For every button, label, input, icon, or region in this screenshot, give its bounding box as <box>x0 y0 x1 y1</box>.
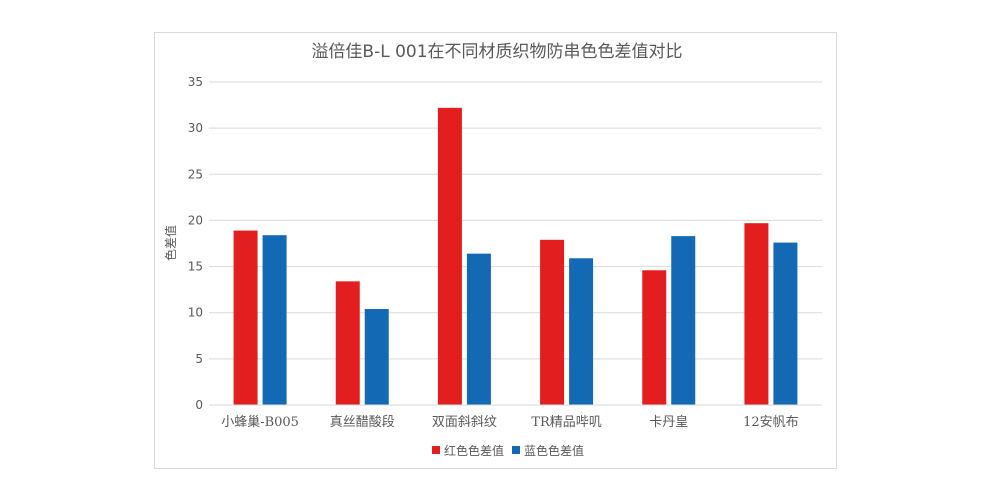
legend-label: 蓝色色差值 <box>524 443 584 458</box>
bar-red-2 <box>437 107 462 405</box>
x-category-label: 小蜂巢-B005 <box>221 415 299 430</box>
bar-red-1 <box>335 281 360 405</box>
x-category-label: 卡丹皇 <box>649 415 688 430</box>
legend-swatch <box>432 446 440 454</box>
x-axis-categories: 小蜂巢-B005 真丝醋酸段 双面斜斜纹 TR精品哔叽 卡丹皇 12安帆布 <box>221 414 798 430</box>
y-tick-label: 15 <box>188 260 203 274</box>
bar-blue-3 <box>569 258 594 405</box>
bar-red-3 <box>540 239 565 405</box>
bar-blue-2 <box>466 253 491 405</box>
x-category-label: TR精品哔叽 <box>531 415 601 430</box>
y-tick-label: 35 <box>188 75 203 89</box>
y-axis-ticks: 0 5 10 15 20 25 30 35 <box>188 75 203 412</box>
bar-blue-0 <box>262 235 287 405</box>
y-axis-label: 色差值 <box>163 225 178 261</box>
y-tick-label: 20 <box>188 213 203 227</box>
legend: 红色色差值 蓝色色差值 <box>432 443 584 458</box>
bar-red-4 <box>642 270 667 405</box>
bar-red-5 <box>744 223 769 405</box>
x-category-label: 双面斜斜纹 <box>432 415 497 430</box>
x-category-label: 12安帆布 <box>743 415 799 430</box>
bar-blue-4 <box>671 236 696 405</box>
bar-blue-1 <box>364 309 389 405</box>
y-tick-label: 10 <box>188 306 203 320</box>
legend-label: 红色色差值 <box>444 443 504 458</box>
chart-title: 溢倍佳B-L 001在不同材质织物防串色色差值对比 <box>311 42 682 62</box>
y-tick-label: 25 <box>188 167 203 181</box>
y-tick-label: 30 <box>188 121 203 135</box>
y-tick-label: 5 <box>195 352 203 366</box>
gridlines <box>209 81 822 360</box>
x-category-label: 真丝醋酸段 <box>330 414 395 430</box>
bars <box>233 107 798 405</box>
bar-red-0 <box>233 230 258 405</box>
legend-swatch <box>512 446 520 454</box>
y-tick-label: 0 <box>195 398 203 412</box>
bar-blue-5 <box>773 242 798 405</box>
